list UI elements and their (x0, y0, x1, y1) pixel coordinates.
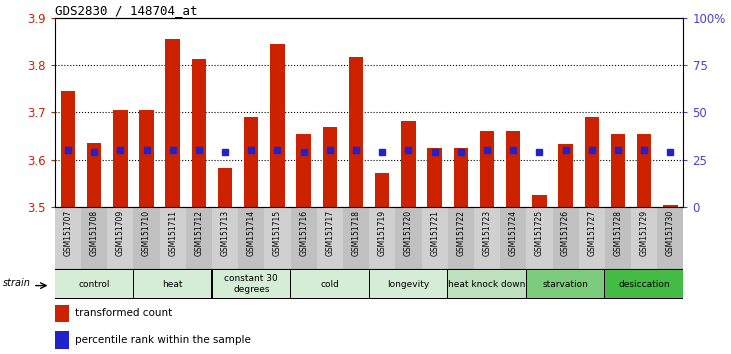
Text: control: control (78, 280, 110, 289)
Bar (369, 207, 395, 269)
Text: heat knock down: heat knock down (448, 280, 526, 289)
Text: GSM151710: GSM151710 (142, 210, 151, 256)
Bar (213, 270, 290, 298)
Bar (192, 59, 206, 207)
Text: GSM151721: GSM151721 (430, 210, 439, 256)
Bar (553, 207, 579, 269)
Text: GSM151718: GSM151718 (352, 210, 360, 256)
Bar (370, 270, 447, 298)
Bar (375, 173, 390, 207)
Text: GSM151719: GSM151719 (378, 210, 387, 256)
Text: GSM151714: GSM151714 (247, 210, 256, 256)
Text: GSM151717: GSM151717 (325, 210, 334, 256)
Bar (506, 131, 520, 207)
Bar (265, 207, 290, 269)
Bar (637, 134, 651, 207)
Bar (605, 270, 683, 298)
Bar (107, 207, 133, 269)
Text: GSM151730: GSM151730 (666, 210, 675, 256)
Bar (527, 270, 605, 298)
Text: GSM151711: GSM151711 (168, 210, 177, 256)
Bar (140, 110, 154, 207)
Bar (343, 207, 369, 269)
Bar (395, 207, 422, 269)
Text: GSM151716: GSM151716 (299, 210, 308, 256)
Bar (349, 57, 363, 207)
Bar (401, 121, 416, 207)
Bar (611, 134, 625, 207)
Bar (61, 91, 75, 207)
Text: GSM151707: GSM151707 (64, 210, 72, 256)
Bar (297, 134, 311, 207)
Bar (81, 207, 107, 269)
Text: GSM151715: GSM151715 (273, 210, 282, 256)
Bar (87, 143, 102, 207)
Bar (270, 44, 284, 207)
Bar (55, 304, 69, 322)
Bar (133, 207, 159, 269)
Bar (165, 39, 180, 207)
Text: GSM151713: GSM151713 (221, 210, 230, 256)
Bar (526, 207, 553, 269)
Bar (631, 207, 657, 269)
Text: GSM151708: GSM151708 (90, 210, 99, 256)
Text: cold: cold (320, 280, 339, 289)
Bar (605, 207, 631, 269)
Text: desiccation: desiccation (618, 280, 670, 289)
Bar (322, 127, 337, 207)
Bar (422, 207, 447, 269)
Text: GSM151729: GSM151729 (640, 210, 648, 256)
Bar (532, 195, 547, 207)
Text: starvation: starvation (542, 280, 588, 289)
Text: percentile rank within the sample: percentile rank within the sample (75, 335, 251, 345)
Bar (663, 205, 678, 207)
Text: GSM151712: GSM151712 (194, 210, 203, 256)
Bar (134, 270, 211, 298)
Bar (113, 110, 127, 207)
Bar (238, 207, 265, 269)
Text: constant 30
degrees: constant 30 degrees (224, 274, 279, 294)
Bar (448, 270, 526, 298)
Bar (454, 148, 468, 207)
Bar (291, 270, 368, 298)
Text: GSM151723: GSM151723 (482, 210, 491, 256)
Bar (579, 207, 605, 269)
Bar (657, 207, 683, 269)
Bar (585, 117, 599, 207)
Text: GSM151709: GSM151709 (115, 210, 125, 256)
Text: GSM151725: GSM151725 (535, 210, 544, 256)
Bar (186, 207, 212, 269)
Bar (244, 117, 259, 207)
Text: GSM151727: GSM151727 (587, 210, 596, 256)
Bar (56, 270, 133, 298)
Text: strain: strain (3, 278, 31, 287)
Bar (159, 207, 186, 269)
Bar (317, 207, 343, 269)
Text: GSM151726: GSM151726 (561, 210, 570, 256)
Text: longevity: longevity (387, 280, 430, 289)
Bar (55, 331, 69, 348)
Bar (480, 131, 494, 207)
Bar (218, 168, 232, 207)
Bar (474, 207, 500, 269)
Bar (500, 207, 526, 269)
Bar (290, 207, 317, 269)
Text: heat: heat (162, 280, 183, 289)
Bar (55, 207, 81, 269)
Bar (447, 207, 474, 269)
Bar (212, 207, 238, 269)
Text: GSM151722: GSM151722 (456, 210, 466, 256)
Bar (558, 144, 573, 207)
Bar (428, 148, 442, 207)
Text: GSM151728: GSM151728 (613, 210, 623, 256)
Text: GSM151724: GSM151724 (509, 210, 518, 256)
Text: transformed count: transformed count (75, 308, 173, 318)
Text: GSM151720: GSM151720 (404, 210, 413, 256)
Text: GDS2830 / 148704_at: GDS2830 / 148704_at (55, 4, 197, 17)
